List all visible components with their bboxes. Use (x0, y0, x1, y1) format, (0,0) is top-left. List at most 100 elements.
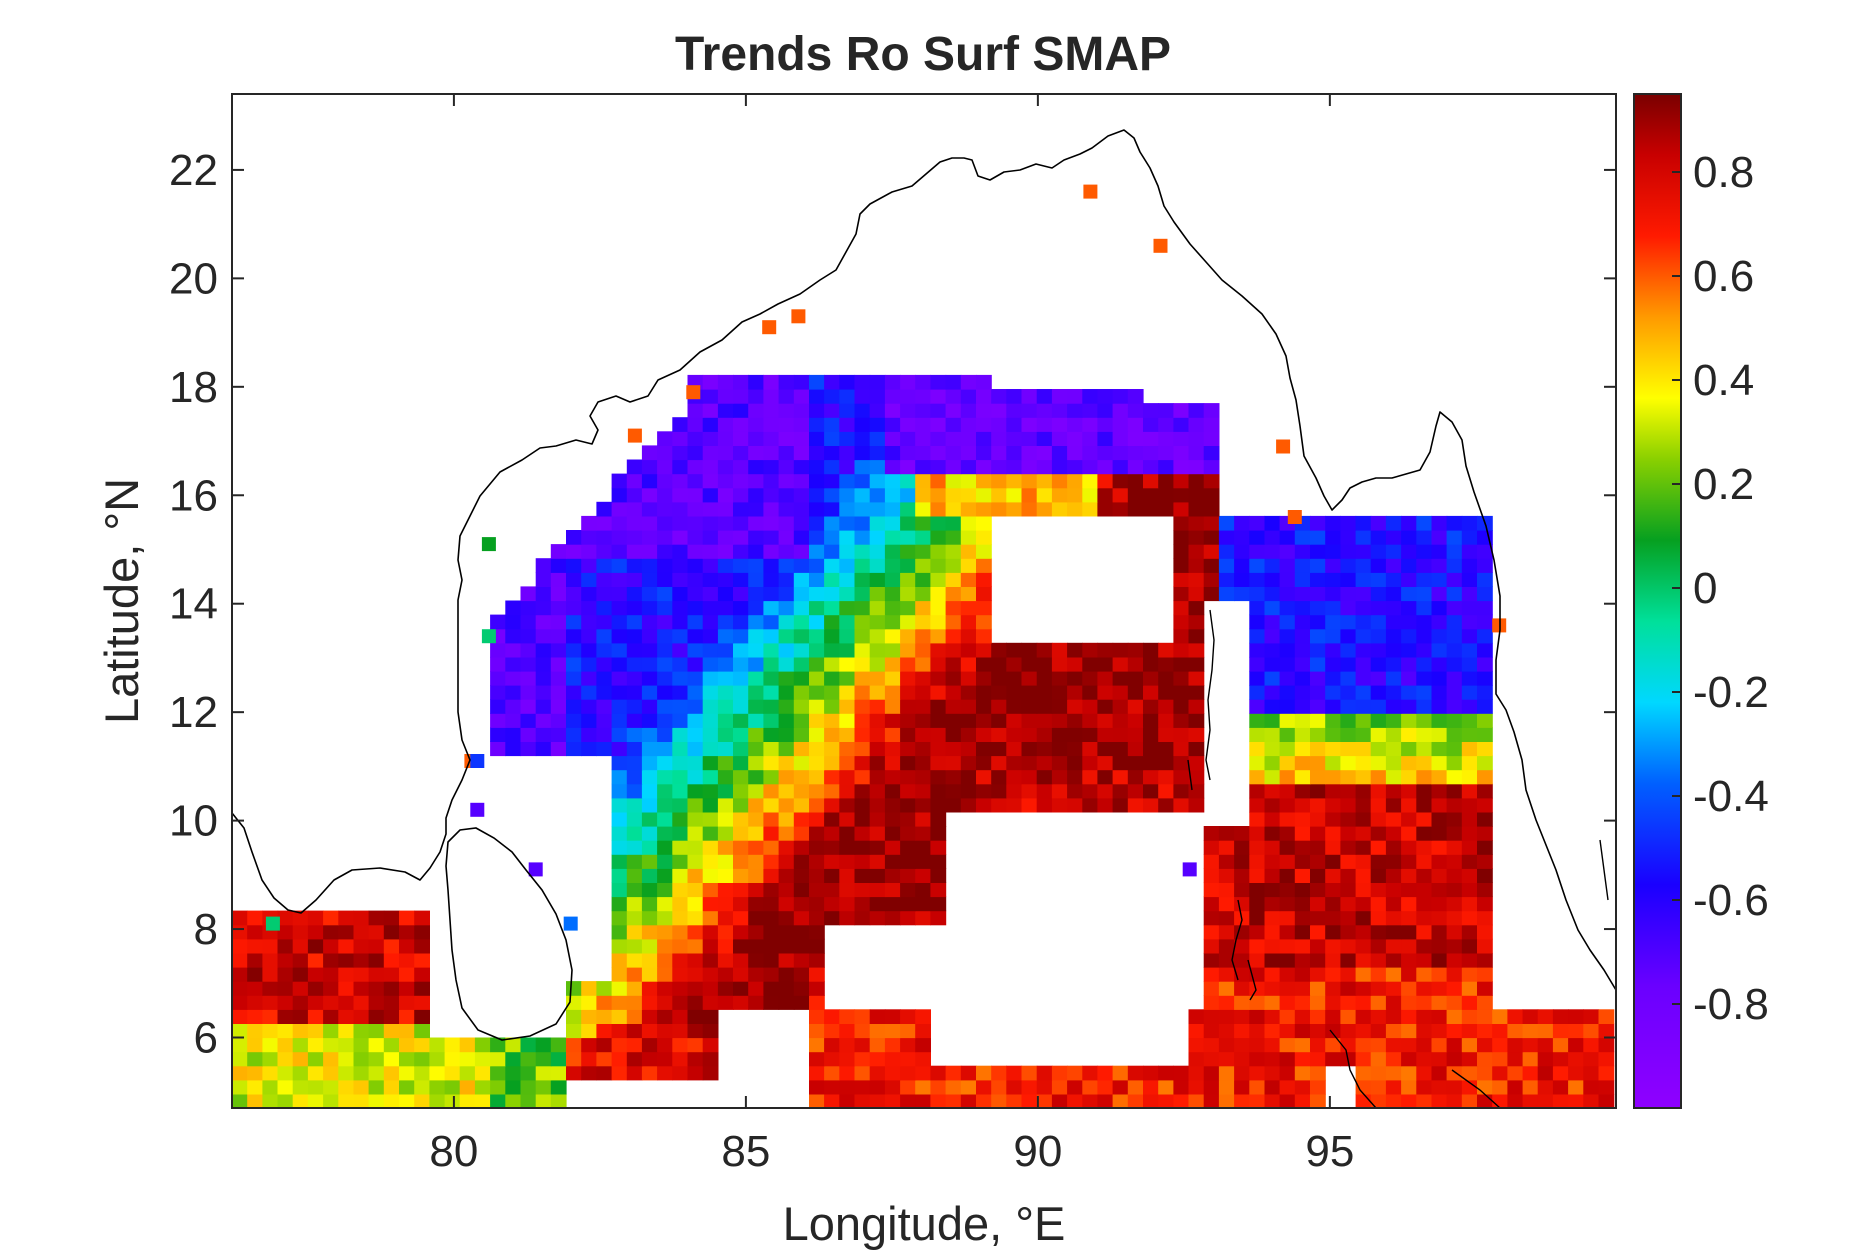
heatmap-cell (778, 727, 795, 742)
heatmap-cell (1310, 614, 1326, 630)
heatmap-cell (672, 685, 689, 700)
heatmap-cell (672, 840, 689, 855)
heatmap-cell (1173, 1079, 1190, 1095)
heatmap-cell (1067, 1093, 1083, 1109)
heatmap-cell (854, 910, 871, 926)
heatmap-cell (1385, 572, 1402, 587)
heatmap-cell (1249, 600, 1266, 616)
heatmap-cell (1036, 741, 1053, 757)
heatmap-cell (960, 1093, 977, 1109)
heatmap-cell (490, 1037, 506, 1053)
heatmap-cell (596, 558, 613, 573)
heatmap-cell (1507, 1065, 1524, 1081)
heatmap-cell (566, 558, 582, 573)
heatmap-cell (945, 530, 962, 545)
heatmap-cell (1446, 952, 1463, 968)
heatmap-cell (839, 501, 856, 517)
heatmap-cell (1203, 515, 1220, 531)
heatmap-cell (1127, 473, 1144, 489)
heatmap-cell (991, 670, 1007, 686)
heatmap-cell (1173, 783, 1190, 799)
heatmap-cell (900, 417, 916, 432)
heatmap-cell (626, 473, 643, 489)
heatmap-cell (763, 727, 780, 742)
heatmap-cell (1370, 938, 1387, 954)
heatmap-cell (884, 374, 901, 390)
heatmap-cell (1340, 896, 1357, 912)
heatmap-cell (1218, 952, 1235, 968)
heatmap-cell (1188, 515, 1205, 531)
heatmap-cell (383, 938, 400, 954)
heatmap-cell (900, 459, 916, 475)
heatmap-cell (1385, 628, 1402, 644)
heatmap-cell (915, 1093, 931, 1109)
heatmap-cell (505, 1037, 522, 1053)
heatmap-cell (702, 445, 719, 461)
heatmap-cell (1310, 1023, 1326, 1039)
heatmap-cell (1461, 1037, 1478, 1053)
heatmap-cell (778, 741, 795, 757)
heatmap-cell (960, 670, 977, 686)
heatmap-cell (1279, 1093, 1296, 1109)
heatmap-cell (976, 431, 992, 446)
heatmap-cell (1036, 727, 1053, 742)
heatmap-cell (778, 558, 795, 573)
heatmap-cell (641, 1009, 658, 1024)
heatmap-cell (1431, 628, 1448, 644)
heatmap-cell (1310, 769, 1326, 785)
heatmap-cell (459, 1079, 476, 1095)
heatmap-cell (839, 459, 856, 475)
heatmap-cell (839, 614, 856, 630)
heatmap-cell (1188, 1023, 1205, 1039)
heatmap-cell (626, 685, 643, 700)
heatmap-cell (611, 995, 628, 1010)
y-tick-label: 8 (194, 905, 218, 954)
heatmap-cell (869, 544, 886, 559)
heatmap-cell (611, 656, 628, 672)
heatmap-cell (611, 967, 628, 982)
heatmap-cell (323, 910, 339, 926)
heatmap-cell (1203, 558, 1220, 573)
heatmap-cell (945, 755, 962, 771)
heatmap-cell (1112, 797, 1129, 813)
heatmap-cell (930, 699, 947, 714)
heatmap-cell (1385, 924, 1402, 940)
heatmap-cell (1097, 501, 1114, 517)
heatmap-cell (1279, 811, 1296, 827)
heatmap-cell (1143, 699, 1159, 714)
heatmap-cell (1431, 642, 1448, 658)
heatmap-cell (702, 501, 719, 517)
heatmap-cell (1021, 403, 1038, 418)
heatmap-cell (717, 403, 734, 418)
heatmap-cell (657, 826, 673, 841)
heatmap-cell (717, 967, 734, 982)
heatmap-cell (1218, 1065, 1235, 1081)
heatmap-cell (687, 868, 704, 883)
heatmap-cell (1446, 572, 1463, 587)
heatmap-cell (1340, 586, 1357, 602)
heatmap-cell (626, 755, 643, 771)
heatmap-cell (1158, 417, 1174, 432)
heatmap-cell (945, 797, 962, 813)
heatmap-cell (854, 431, 871, 446)
heatmap-cell (1340, 572, 1357, 587)
heatmap-cell (869, 459, 886, 475)
heatmap-cell (535, 1065, 552, 1081)
heatmap-cell (869, 685, 886, 700)
heatmap-cell (824, 699, 840, 714)
heatmap-cell (550, 1065, 567, 1081)
heatmap-cell (687, 811, 704, 827)
heatmap-cell (869, 1009, 886, 1024)
heatmap-cell (1143, 783, 1159, 799)
heatmap-cell (1188, 699, 1205, 714)
heatmap-cell (1370, 981, 1387, 996)
heatmap-cell (930, 685, 947, 700)
heatmap-cell (1446, 741, 1463, 757)
heatmap-cell (672, 811, 689, 827)
heatmap-cell (1051, 1079, 1068, 1095)
heatmap-cell (1218, 924, 1235, 940)
heatmap-cell (247, 1065, 263, 1081)
heatmap-cell (399, 1051, 415, 1067)
heatmap-cell (1370, 1037, 1387, 1053)
heatmap-cell (1385, 727, 1402, 742)
